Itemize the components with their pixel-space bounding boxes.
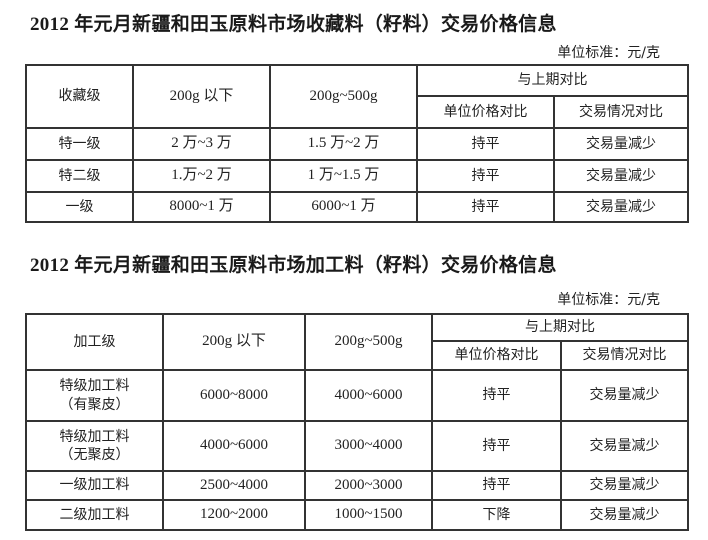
header-under-200g: 200g 以下 [132, 64, 271, 129]
200-500g-cell: 1.5 万~2 万 [269, 127, 418, 161]
table1-unit: 单位标准：元/克 [557, 45, 660, 61]
header-comparison: 与上期对比 [416, 64, 689, 97]
unit-price-cell: 持平 [416, 191, 555, 223]
table2-title: 2012 年元月新疆和田玉原料市场加工料（籽料）交易价格信息 [30, 255, 557, 276]
header-grade: 收藏级 [25, 64, 134, 129]
processing-grade-price-table: 加工级 200g 以下 200g~500g 与上期对比 单位价格对比 交易情况对… [25, 313, 689, 531]
table-row: 特级加工料 （无聚皮） 4000~6000 3000~4000 持平 交易量减少 [25, 420, 689, 472]
under-200g-cell: 6000~8000 [162, 369, 306, 422]
grade-cell: 特级加工料 （有聚皮） [25, 369, 164, 422]
unit-price-cell: 持平 [416, 127, 555, 161]
trade-cell: 交易量减少 [560, 499, 689, 531]
unit-price-cell: 持平 [431, 420, 562, 472]
table-row: 一级加工料 2500~4000 2000~3000 持平 交易量减少 [25, 470, 689, 501]
200-500g-cell: 2000~3000 [304, 470, 433, 501]
header-200-500g: 200g~500g [304, 313, 433, 371]
header-unit-price: 单位价格对比 [416, 95, 555, 129]
table-row: 特二级 1.万~2 万 1 万~1.5 万 持平 交易量减少 [25, 159, 689, 193]
trade-cell: 交易量减少 [560, 420, 689, 472]
trade-cell: 交易量减少 [560, 369, 689, 422]
grade-cell: 特一级 [25, 127, 134, 161]
200-500g-cell: 3000~4000 [304, 420, 433, 472]
trade-cell: 交易量减少 [560, 470, 689, 501]
trade-cell: 交易量减少 [553, 127, 689, 161]
grade-cell: 一级 [25, 191, 134, 223]
header-trade: 交易情况对比 [560, 340, 689, 371]
header-under-200g: 200g 以下 [162, 313, 306, 371]
grade-name: 特级加工料 [59, 378, 130, 395]
under-200g-cell: 1200~2000 [162, 499, 306, 531]
unit-price-cell: 持平 [431, 369, 562, 422]
200-500g-cell: 1 万~1.5 万 [269, 159, 418, 193]
200-500g-cell: 6000~1 万 [269, 191, 418, 223]
grade-cell: 一级加工料 [25, 470, 164, 501]
header-grade: 加工级 [25, 313, 164, 371]
grade-cell: 二级加工料 [25, 499, 164, 531]
trade-cell: 交易量减少 [553, 191, 689, 223]
unit-price-cell: 持平 [416, 159, 555, 193]
table-row: 一级 8000~1 万 6000~1 万 持平 交易量减少 [25, 191, 689, 223]
under-200g-cell: 1.万~2 万 [132, 159, 271, 193]
collection-grade-price-table: 收藏级 200g 以下 200g~500g 与上期对比 单位价格对比 交易情况对… [25, 64, 689, 223]
grade-note: （无聚皮） [59, 447, 130, 463]
table2-unit: 单位标准：元/克 [557, 292, 660, 308]
under-200g-cell: 2500~4000 [162, 470, 306, 501]
under-200g-cell: 4000~6000 [162, 420, 306, 472]
table-row: 特级加工料 （有聚皮） 6000~8000 4000~6000 持平 交易量减少 [25, 369, 689, 422]
unit-price-cell: 持平 [431, 470, 562, 501]
table1-title: 2012 年元月新疆和田玉原料市场收藏料（籽料）交易价格信息 [30, 14, 557, 35]
under-200g-cell: 8000~1 万 [132, 191, 271, 223]
header-unit-price: 单位价格对比 [431, 340, 562, 371]
grade-name: 特级加工料 [59, 428, 130, 445]
grade-cell: 特级加工料 （无聚皮） [25, 420, 164, 472]
trade-cell: 交易量减少 [553, 159, 689, 193]
header-trade: 交易情况对比 [553, 95, 689, 129]
grade-note: （有聚皮） [59, 396, 130, 413]
200-500g-cell: 4000~6000 [304, 369, 433, 422]
under-200g-cell: 2 万~3 万 [132, 127, 271, 161]
table-row: 特一级 2 万~3 万 1.5 万~2 万 持平 交易量减少 [25, 127, 689, 161]
grade-cell: 特二级 [25, 159, 134, 193]
200-500g-cell: 1000~1500 [304, 499, 433, 531]
unit-price-cell: 下降 [431, 499, 562, 531]
table-row: 二级加工料 1200~2000 1000~1500 下降 交易量减少 [25, 499, 689, 531]
header-comparison: 与上期对比 [431, 313, 689, 342]
header-200-500g: 200g~500g [269, 64, 418, 129]
